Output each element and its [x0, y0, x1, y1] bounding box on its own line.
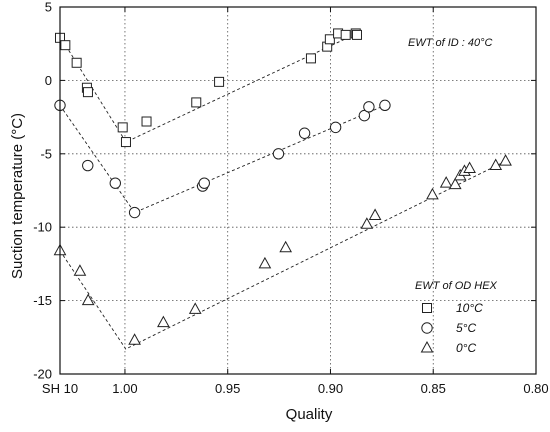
- grid: [60, 7, 536, 374]
- data-point: [499, 154, 512, 166]
- legend-label: 10°C: [456, 301, 483, 315]
- legend-marker: [420, 340, 434, 353]
- data-points: [53, 28, 512, 345]
- data-point: [188, 302, 202, 314]
- data-point: [191, 97, 202, 108]
- data-point: [198, 177, 210, 189]
- ewt-id-annotation: EWT of ID : 40°C: [408, 37, 493, 49]
- x-tick-label: 0.80: [523, 381, 548, 396]
- trend-lines: [59, 33, 506, 350]
- data-point: [272, 148, 285, 160]
- data-point: [117, 122, 128, 133]
- trend-line: [59, 33, 358, 143]
- data-point: [279, 240, 293, 253]
- y-tick-label: 5: [45, 0, 52, 15]
- y-tick-label: -15: [33, 293, 52, 308]
- data-point: [351, 29, 362, 40]
- data-point: [298, 127, 311, 139]
- data-point: [109, 177, 121, 189]
- data-point: [448, 177, 462, 190]
- data-point: [305, 53, 316, 64]
- trend-line: [59, 160, 506, 350]
- data-point: [340, 29, 351, 40]
- legend-label: 0°C: [456, 341, 476, 355]
- data-point: [360, 217, 374, 229]
- data-point: [363, 101, 375, 113]
- data-point: [82, 87, 93, 98]
- data-point: [128, 333, 141, 345]
- legend-title: EWT of OD HEX: [415, 280, 498, 292]
- data-point: [379, 99, 391, 112]
- data-point: [358, 109, 371, 122]
- x-axis-title: Quality: [286, 406, 333, 423]
- data-point: [439, 176, 453, 188]
- data-point: [73, 264, 87, 276]
- trend-line: [59, 104, 386, 214]
- data-point: [141, 116, 152, 127]
- x-tick-label: 0.95: [215, 381, 240, 396]
- data-point: [128, 206, 141, 219]
- y-axis-title: Suction temperature (°C): [9, 113, 26, 279]
- data-point: [60, 40, 71, 51]
- plot-frame: [59, 6, 537, 375]
- legend-marker: [422, 303, 432, 313]
- y-tick-label: -10: [33, 220, 52, 235]
- data-point: [82, 159, 94, 172]
- legend: EWT of OD HEX 10°C 5°C 0°C: [415, 280, 498, 355]
- x-tick-label: 0.85: [421, 381, 446, 396]
- legend-marker: [421, 322, 433, 334]
- legend-label: 5°C: [456, 321, 476, 335]
- data-point: [81, 293, 95, 306]
- legend-items: 10°C 5°C 0°C: [420, 301, 483, 355]
- data-point: [368, 208, 382, 220]
- y-tick-label: -5: [40, 146, 52, 161]
- x-tick-label: 0.90: [318, 381, 343, 396]
- data-point: [71, 57, 82, 68]
- data-point: [214, 76, 225, 87]
- x-tick-label: SH 10: [42, 381, 78, 396]
- data-point: [463, 161, 476, 173]
- axis-ticks: SH 10 1.00 0.95 0.90 0.85 0.80 5 0 -5 -10 -15 -20: [33, 0, 548, 396]
- data-point: [258, 256, 272, 269]
- data-point: [324, 34, 335, 45]
- data-point: [157, 315, 170, 328]
- data-point: [426, 187, 439, 200]
- y-tick-label: -20: [33, 367, 52, 382]
- data-point: [489, 158, 503, 171]
- y-tick-label: 0: [45, 73, 52, 88]
- data-point: [329, 121, 342, 134]
- x-tick-label: 1.00: [112, 381, 137, 396]
- data-point: [120, 137, 131, 148]
